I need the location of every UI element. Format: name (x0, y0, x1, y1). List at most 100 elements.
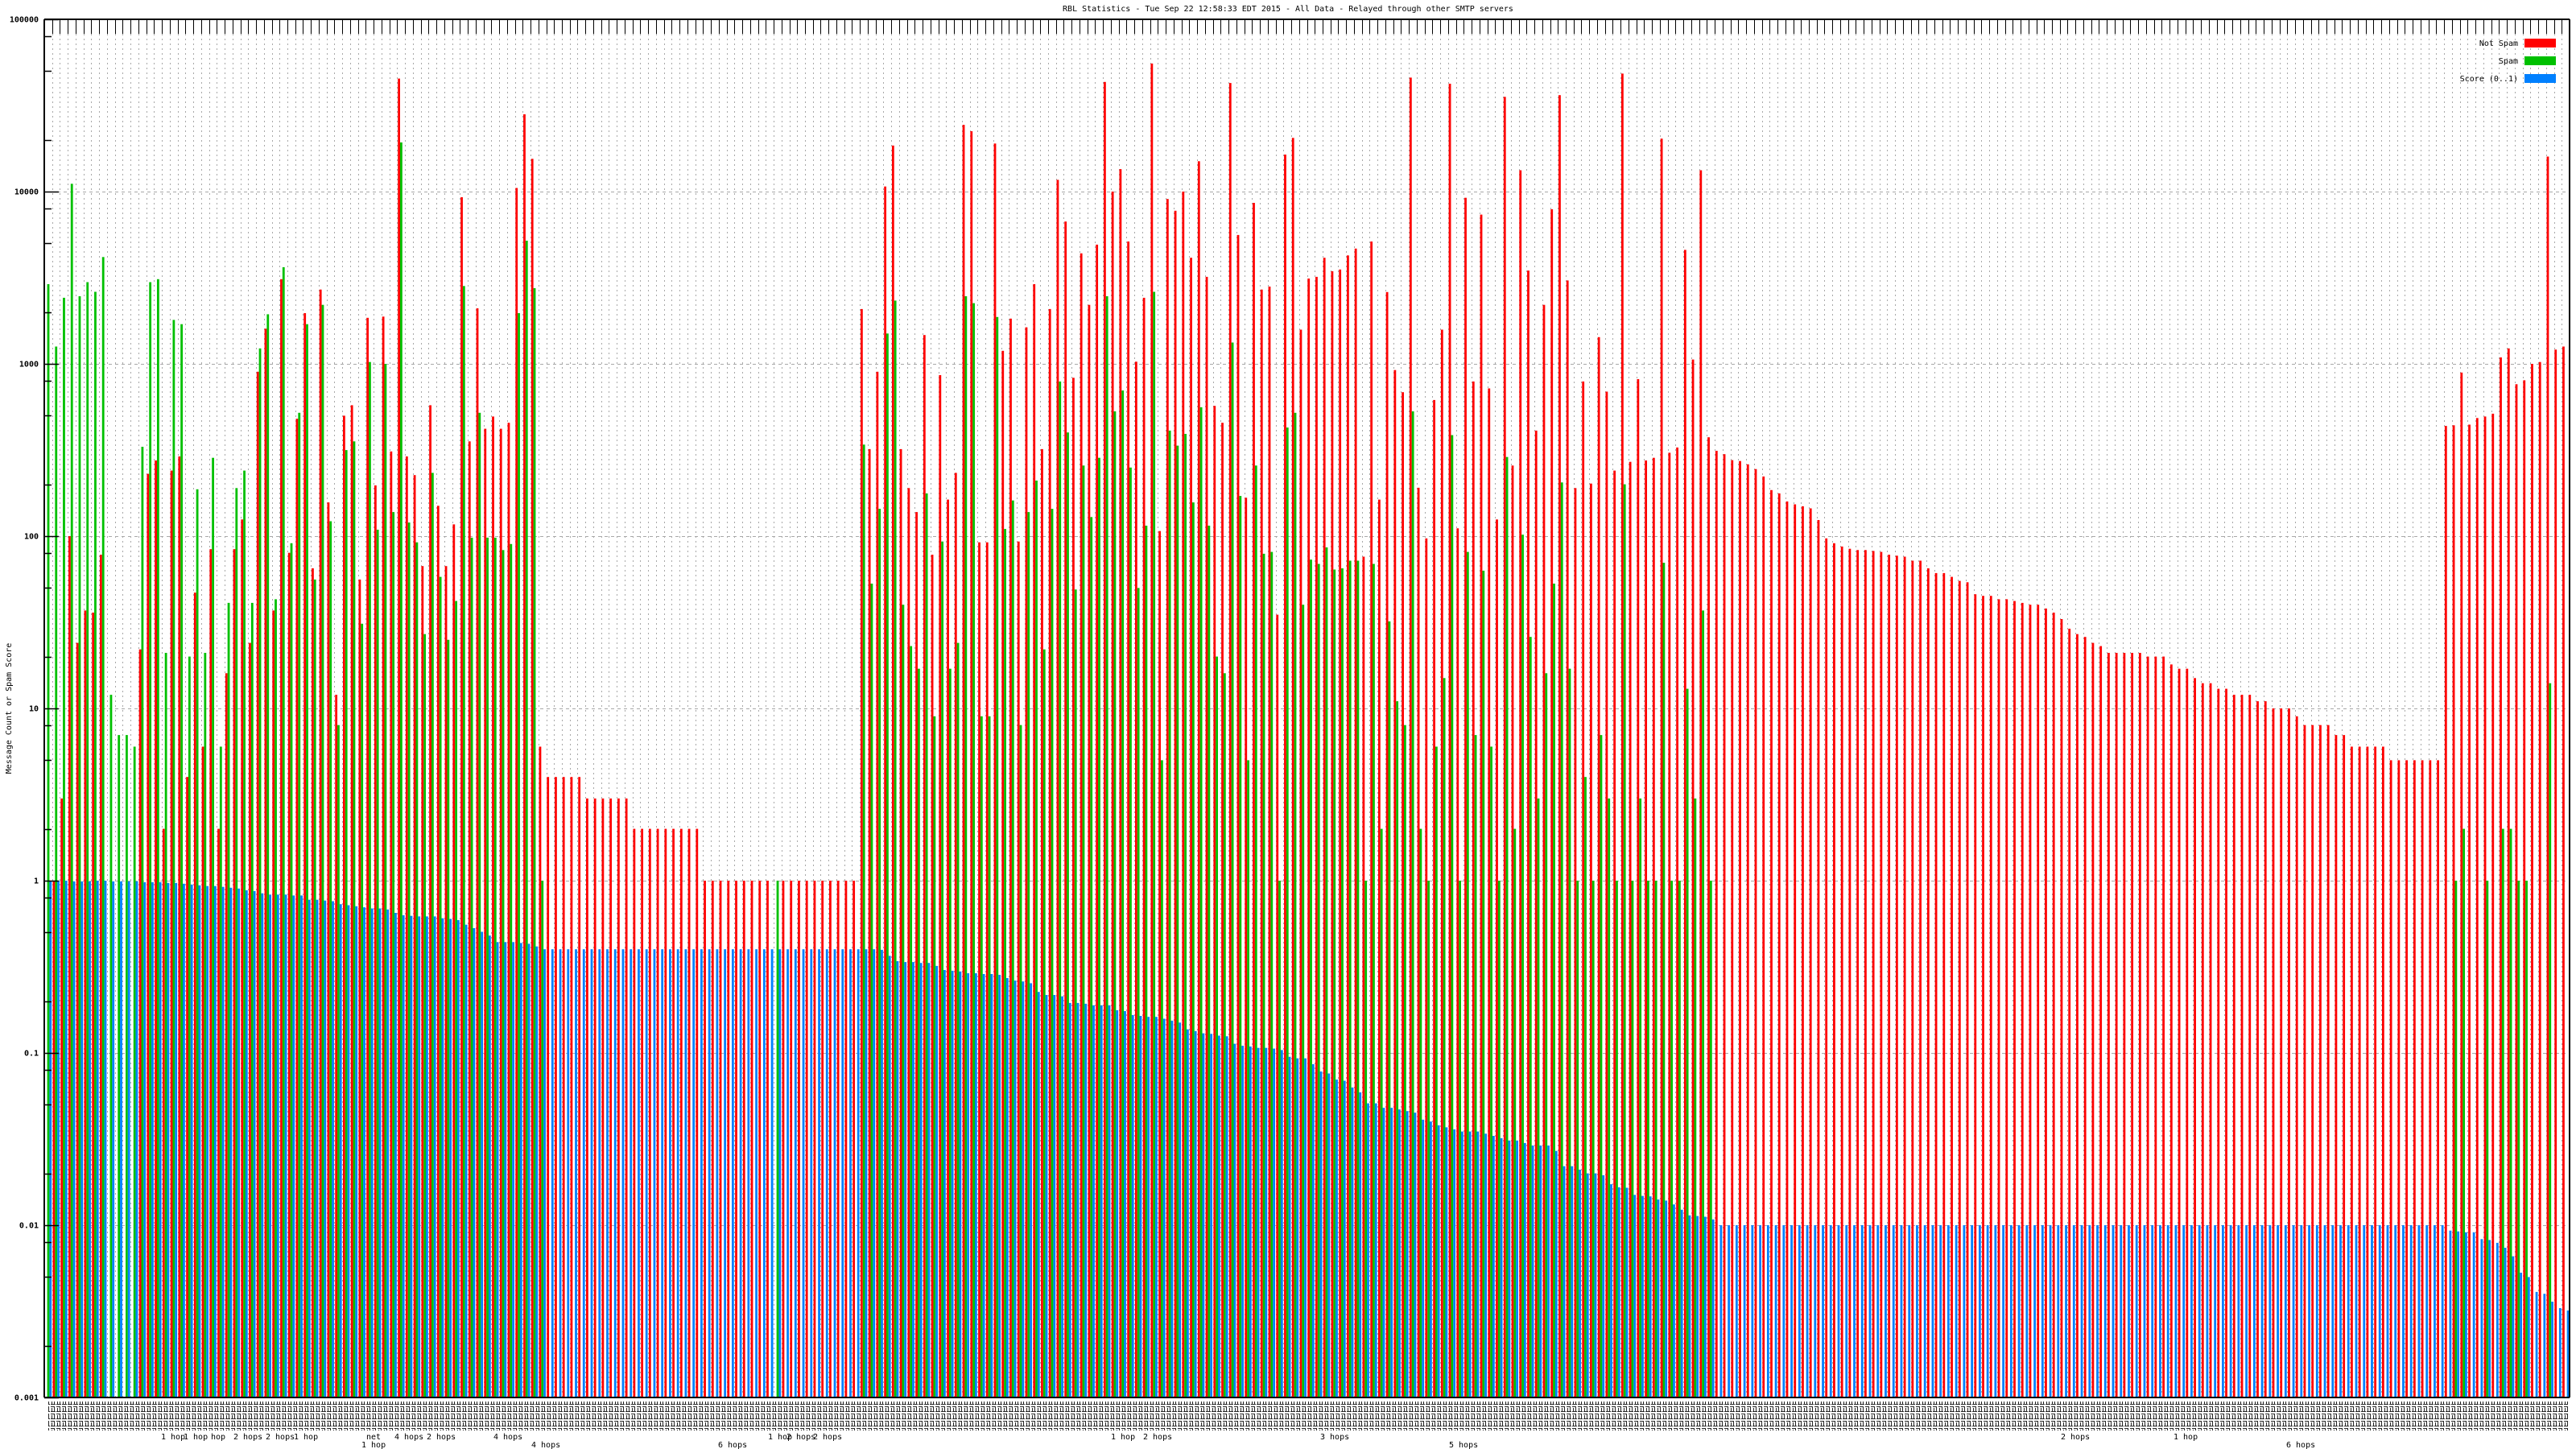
bar-spam (1223, 673, 1226, 1397)
bar-not-spam (1158, 530, 1161, 1398)
bar-score (1571, 1166, 1574, 1397)
bar-score (1273, 1048, 1275, 1397)
bar-spam (1035, 481, 1038, 1397)
bar-not-spam (1597, 336, 1600, 1397)
bar-spam (1404, 724, 1406, 1397)
bar-not-spam (2326, 724, 2330, 1397)
x-tick-label: 6 hops (2286, 1441, 2315, 1449)
bar-score (120, 881, 122, 1397)
bar-spam (235, 488, 238, 1397)
bar-not-spam (1802, 506, 1804, 1397)
bar-spam (1019, 724, 1022, 1397)
bar-score (1625, 1187, 1629, 1397)
bar-not-spam (84, 610, 87, 1397)
bar-not-spam (2060, 619, 2063, 1397)
bar-spam (353, 441, 356, 1397)
bar-not-spam (2091, 642, 2095, 1397)
bar-score (473, 928, 476, 1397)
bar-not-spam (2225, 688, 2227, 1397)
bar-score (2017, 1225, 2021, 1397)
bar-not-spam (1848, 548, 1852, 1398)
bar-score (1531, 1146, 1534, 1397)
bar-not-spam (1425, 538, 1428, 1397)
bar-not-spam (1683, 250, 1686, 1397)
bar-score (1516, 1140, 1518, 1397)
bar-spam (118, 735, 121, 1397)
bar-not-spam (350, 405, 353, 1397)
bar-spam (902, 605, 905, 1397)
bar-spam (1537, 798, 1540, 1397)
bar-spam (1239, 496, 1242, 1397)
bar-score (1829, 1225, 1832, 1397)
bar-not-spam (884, 186, 887, 1398)
bar-not-spam (1637, 379, 1640, 1397)
bar-spam (776, 881, 779, 1397)
bar-not-spam (633, 828, 636, 1397)
bar-not-spam (1291, 138, 1294, 1397)
bar-spam (384, 364, 387, 1397)
legend-swatch-not-spam (2524, 39, 2556, 47)
bar-score (794, 949, 797, 1397)
y-tick-label: 10000 (14, 188, 39, 197)
bar-not-spam (1480, 214, 1483, 1398)
bar-not-spam (515, 188, 518, 1397)
bar-score (621, 949, 625, 1397)
bar-not-spam (1691, 359, 1695, 1398)
bar-not-spam (2421, 760, 2424, 1397)
bar-score (1563, 1166, 1566, 1397)
bar-score (1908, 1225, 1911, 1397)
bar-not-spam (2021, 602, 2024, 1397)
bar-not-spam (405, 456, 408, 1397)
bar-not-spam (1840, 546, 1843, 1397)
bar-score (1155, 1017, 1158, 1397)
bar-not-spam (2546, 156, 2549, 1397)
bar-score (253, 890, 256, 1397)
bar-not-spam (1527, 270, 1530, 1398)
bar-not-spam (2562, 346, 2565, 1397)
bar-not-spam (1456, 528, 1459, 1397)
bar-not-spam (836, 881, 840, 1397)
bar-score (292, 895, 295, 1397)
bar-not-spam (1629, 461, 1632, 1398)
bar-not-spam (2068, 629, 2071, 1397)
bar-score (2527, 1277, 2530, 1397)
bar-score (1500, 1137, 1503, 1397)
bar-not-spam (578, 777, 581, 1397)
bar-spam (1286, 427, 1289, 1397)
bar-spam (86, 282, 89, 1397)
bar-score (1939, 1225, 1942, 1397)
bar-score (1343, 1080, 1346, 1397)
bar-spam (447, 639, 450, 1397)
bar-score (865, 949, 868, 1397)
bar-not-spam (530, 159, 534, 1397)
bar-score (2088, 1225, 2091, 1397)
bar-score (104, 881, 107, 1397)
bar-not-spam (1142, 297, 1146, 1397)
bar-score (1461, 1131, 1463, 1397)
bar-score (998, 975, 1001, 1397)
bar-spam (1294, 412, 1297, 1397)
bar-score (2417, 1225, 2421, 1397)
bar-not-spam (719, 881, 722, 1397)
bar-spam (1553, 584, 1555, 1397)
bar-spam (1004, 529, 1006, 1397)
bar-score (543, 949, 546, 1397)
bar-spam (1199, 407, 1203, 1397)
bar-score (151, 881, 154, 1397)
bar-score (1374, 1103, 1377, 1397)
bar-score (1453, 1129, 1456, 1397)
bar-series (47, 63, 2570, 1398)
bar-score (1711, 1219, 1715, 1397)
bar-score (1696, 1216, 1699, 1397)
bar-spam (462, 286, 465, 1397)
bar-score (418, 916, 421, 1397)
bar-not-spam (209, 549, 213, 1398)
bar-not-spam (1794, 504, 1797, 1397)
bar-score (410, 915, 413, 1397)
bar-not-spam (1268, 287, 1271, 1397)
bar-not-spam (303, 313, 307, 1397)
bar-not-spam (60, 798, 64, 1397)
bar-score (1249, 1046, 1252, 1397)
bar-score (2386, 1225, 2389, 1397)
bar-not-spam (1245, 497, 1248, 1397)
